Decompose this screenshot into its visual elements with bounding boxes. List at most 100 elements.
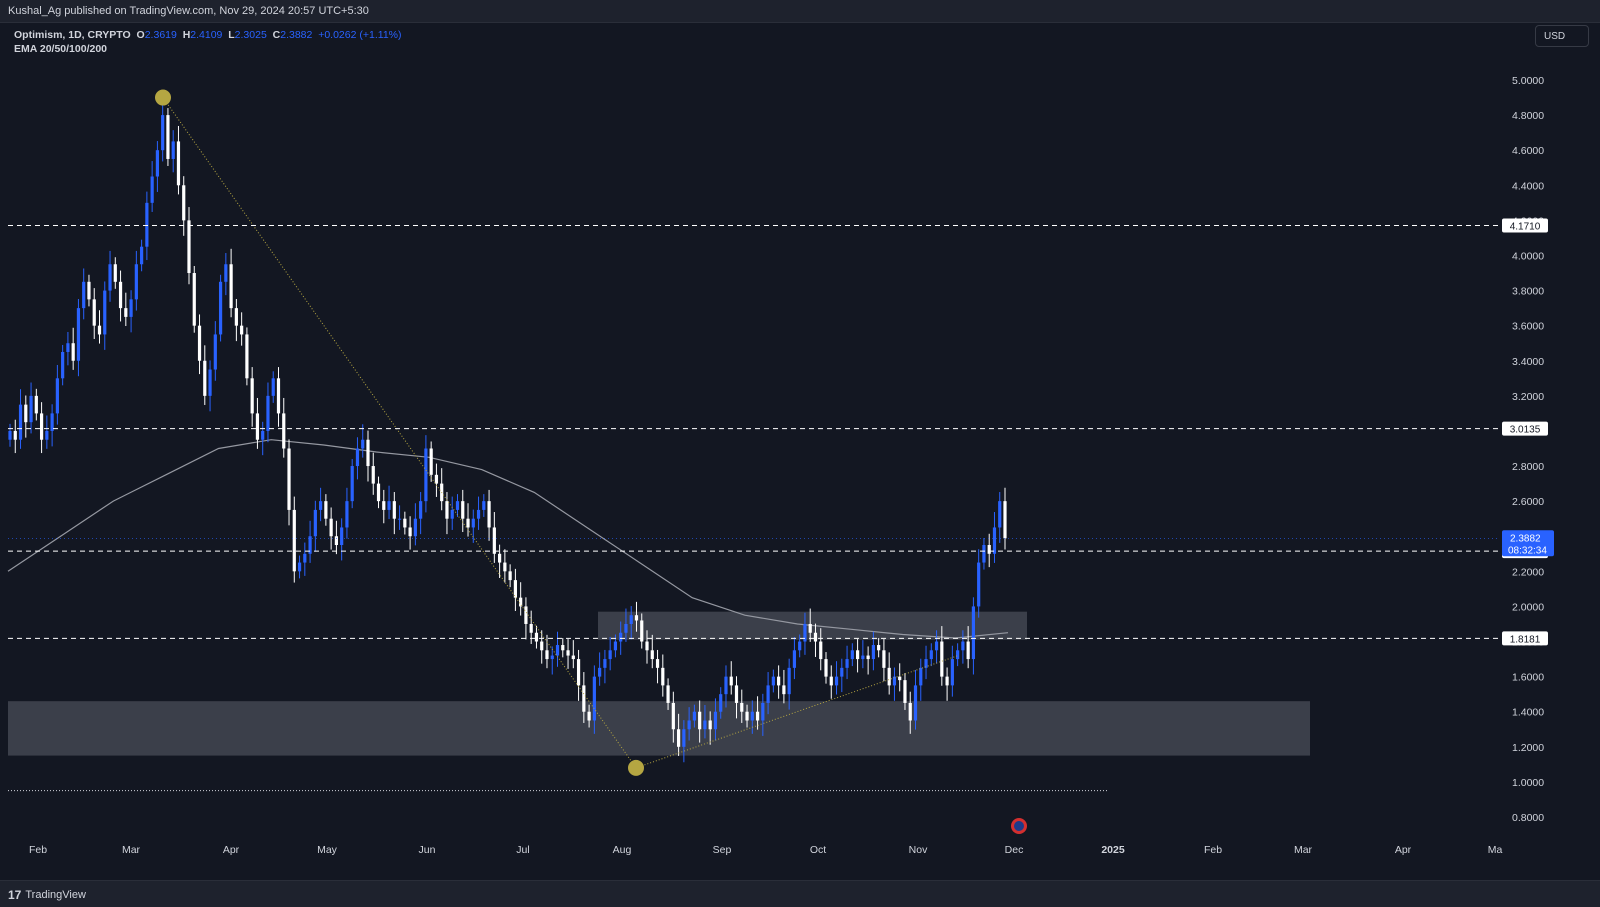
candle[interactable]: [966, 641, 970, 660]
candle[interactable]: [424, 448, 428, 502]
candle[interactable]: [866, 655, 870, 660]
candle[interactable]: [203, 360, 207, 396]
candle[interactable]: [650, 650, 654, 660]
candle[interactable]: [487, 501, 491, 528]
candle[interactable]: [850, 650, 854, 660]
candle[interactable]: [513, 580, 517, 598]
candle[interactable]: [682, 729, 686, 747]
price-chart[interactable]: 5.00004.80004.60004.40004.20004.00003.80…: [0, 0, 1600, 880]
candle[interactable]: [655, 659, 660, 668]
candle[interactable]: [977, 562, 981, 607]
candle[interactable]: [308, 536, 312, 554]
candle[interactable]: [397, 518, 402, 520]
candle[interactable]: [192, 273, 196, 326]
candle[interactable]: [140, 246, 144, 265]
candle[interactable]: [113, 264, 117, 282]
candle[interactable]: [18, 404, 23, 440]
candle[interactable]: [303, 553, 307, 563]
tradingview-brand[interactable]: 17 TradingView: [8, 888, 86, 902]
currency-selector[interactable]: USD: [1535, 25, 1589, 47]
candle[interactable]: [792, 650, 797, 668]
candle[interactable]: [319, 501, 323, 510]
candle[interactable]: [692, 711, 696, 721]
candle[interactable]: [129, 299, 133, 317]
candle[interactable]: [561, 645, 565, 651]
candle[interactable]: [987, 545, 991, 554]
candle[interactable]: [476, 509, 481, 519]
candle[interactable]: [161, 115, 165, 151]
candle[interactable]: [724, 676, 728, 695]
candle[interactable]: [540, 641, 544, 651]
candle[interactable]: [740, 702, 744, 712]
candle[interactable]: [971, 606, 976, 660]
candle[interactable]: [24, 404, 28, 423]
candle[interactable]: [745, 711, 749, 721]
candle[interactable]: [755, 711, 760, 721]
candle[interactable]: [261, 430, 265, 440]
candle[interactable]: [871, 645, 875, 660]
candle[interactable]: [877, 645, 881, 651]
candle[interactable]: [45, 430, 49, 440]
candle[interactable]: [598, 667, 602, 677]
candle[interactable]: [803, 623, 807, 642]
candle[interactable]: [103, 290, 107, 335]
candle[interactable]: [355, 448, 360, 467]
candle[interactable]: [187, 220, 191, 274]
candle[interactable]: [145, 202, 149, 247]
candle[interactable]: [634, 615, 639, 621]
candle[interactable]: [919, 667, 923, 686]
candle[interactable]: [240, 325, 244, 335]
candle[interactable]: [276, 378, 281, 414]
candle[interactable]: [1003, 501, 1007, 539]
candle[interactable]: [587, 711, 591, 721]
candle[interactable]: [766, 685, 770, 703]
candle[interactable]: [576, 659, 581, 686]
candle[interactable]: [255, 413, 260, 440]
candle[interactable]: [371, 466, 375, 484]
candle[interactable]: [8, 430, 12, 440]
candle[interactable]: [234, 308, 238, 326]
candle[interactable]: [403, 518, 407, 528]
candle[interactable]: [471, 518, 475, 528]
candle[interactable]: [313, 509, 317, 537]
candle[interactable]: [213, 334, 217, 370]
candle[interactable]: [92, 299, 96, 326]
candle[interactable]: [208, 369, 212, 396]
candle[interactable]: [545, 650, 549, 660]
candle[interactable]: [182, 185, 186, 221]
candle[interactable]: [287, 448, 291, 510]
candle[interactable]: [608, 650, 612, 660]
candle[interactable]: [687, 720, 691, 730]
candle[interactable]: [834, 676, 839, 686]
candle[interactable]: [913, 685, 918, 721]
candle[interactable]: [534, 632, 539, 642]
candle[interactable]: [76, 308, 81, 361]
candle[interactable]: [992, 527, 997, 554]
candle[interactable]: [34, 395, 38, 414]
candle[interactable]: [734, 685, 739, 703]
candle[interactable]: [498, 553, 502, 563]
candle[interactable]: [329, 518, 333, 537]
candle[interactable]: [855, 650, 860, 660]
candle[interactable]: [645, 641, 649, 651]
candle[interactable]: [708, 720, 712, 730]
candle[interactable]: [387, 501, 391, 510]
candle[interactable]: [961, 641, 965, 651]
candle[interactable]: [171, 141, 175, 159]
candle[interactable]: [197, 325, 202, 361]
candle[interactable]: [50, 413, 54, 431]
candle[interactable]: [408, 527, 412, 537]
candle[interactable]: [566, 650, 570, 656]
candle[interactable]: [29, 395, 33, 423]
candle[interactable]: [592, 676, 596, 721]
candle[interactable]: [155, 150, 160, 177]
candle[interactable]: [366, 439, 370, 467]
candle[interactable]: [419, 501, 423, 519]
candle[interactable]: [340, 527, 344, 546]
candle[interactable]: [529, 623, 533, 633]
candle[interactable]: [698, 711, 702, 730]
candle[interactable]: [640, 620, 644, 642]
candle[interactable]: [466, 518, 470, 528]
candle[interactable]: [603, 659, 607, 668]
candle[interactable]: [619, 632, 623, 642]
